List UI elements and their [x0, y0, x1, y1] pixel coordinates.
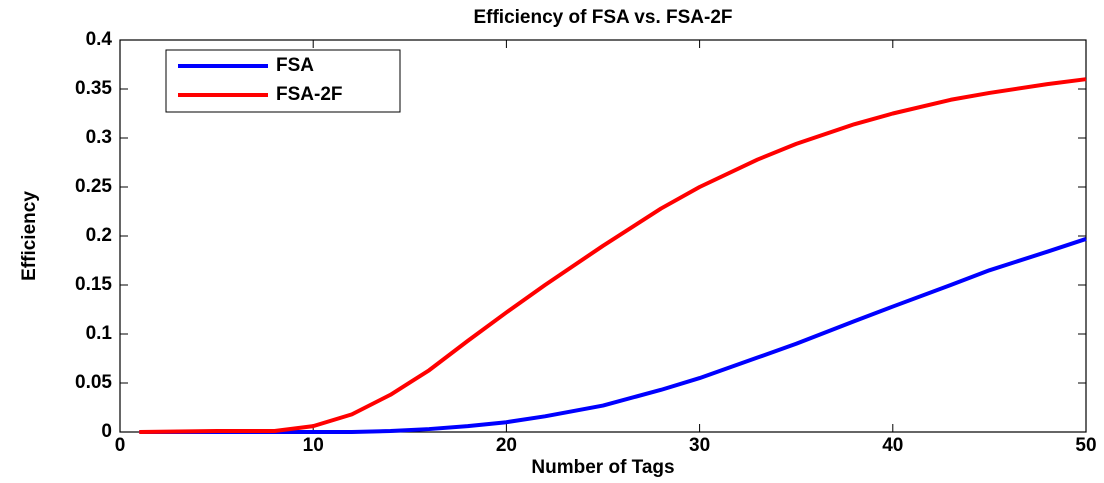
- y-tick-label: 0.1: [86, 323, 113, 344]
- y-tick-label: 0.2: [86, 225, 112, 246]
- legend-label: FSA-2F: [276, 84, 343, 105]
- x-tick-label: 0: [115, 435, 126, 456]
- series-line: [139, 77, 1087, 434]
- x-axis-label: Number of Tags: [531, 457, 674, 478]
- x-tick-label: 40: [882, 435, 903, 456]
- x-tick-label: 50: [1075, 435, 1096, 456]
- plot-frame: [119, 39, 1087, 433]
- y-tick-label: 0: [101, 421, 112, 442]
- y-tick-label: 0.4: [86, 29, 113, 50]
- x-tick-label: 20: [496, 435, 517, 456]
- chart-title: Efficiency of FSA vs. FSA-2F: [473, 7, 732, 28]
- legend-box: [165, 49, 401, 113]
- y-tick-label: 0.25: [75, 176, 112, 197]
- x-tick-label: 30: [689, 435, 710, 456]
- legend-label: FSA: [276, 55, 314, 76]
- y-tick-label: 0.3: [86, 127, 112, 148]
- y-axis-label: Efficiency: [19, 191, 40, 281]
- y-tick-label: 0.35: [75, 78, 112, 99]
- y-tick-label: 0.05: [75, 372, 112, 393]
- series-line: [139, 237, 1087, 434]
- x-tick-label: 10: [303, 435, 324, 456]
- y-tick-label: 0.15: [75, 274, 112, 295]
